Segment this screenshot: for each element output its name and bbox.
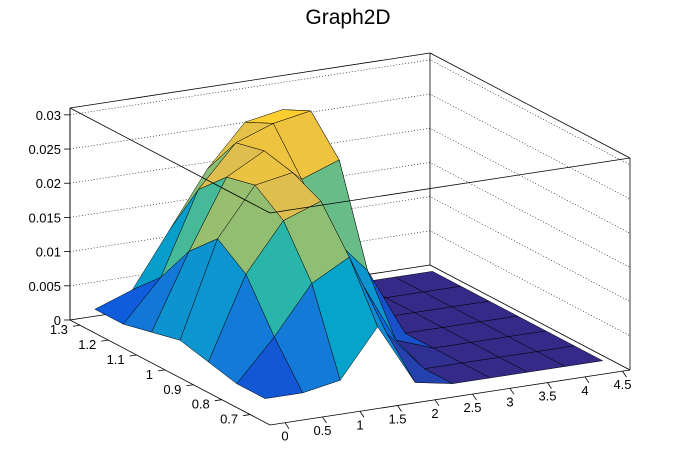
chart-title: Graph2D [305,6,390,29]
x-axis [269,369,631,426]
box-edge [269,157,631,214]
x-tick [284,422,290,429]
x-tick-label: 0 [281,429,288,444]
x-tick [622,370,627,378]
y-tick-label: 0.8 [192,397,210,412]
z-tick-label: 0.02 [36,176,61,191]
x-tick [434,399,440,407]
y-tick-label: 1.2 [78,337,96,352]
y-axis [69,319,271,426]
x-tick-label: 4.5 [613,377,631,392]
x-tick-label: 1 [356,417,363,432]
y-tick [243,414,251,416]
z-tick-label: 0.005 [28,279,61,294]
x-tick [547,382,552,389]
surface-cell [236,336,304,399]
x-tick [584,376,590,384]
z-tick-label: 0 [54,313,61,328]
y-tick-label: 1.3 [50,322,68,337]
x-tick [509,388,515,395]
x-tick-label: 1.5 [388,412,406,427]
box-edge [69,107,271,214]
grid-line [69,93,631,200]
box-edge [429,52,631,159]
z-tick-label: 0.01 [36,245,61,260]
y-tick [186,384,194,387]
grid-line [69,59,631,166]
y-tick [157,369,166,372]
x-tick [472,393,477,401]
y-tick-label: 1.1 [107,352,125,367]
y-tick [214,399,222,402]
x-tick-label: 0.5 [313,423,331,438]
x-tick-label: 3.5 [538,389,556,404]
y-tick [101,339,109,342]
z-tick-label: 0.03 [36,108,61,123]
x-tick [397,405,402,412]
y-tick [129,354,137,357]
y-tick-label: 0.7 [220,412,238,427]
x-tick-label: 3 [506,394,513,409]
x-tick-label: 2.5 [463,400,481,415]
x-tick-label: 2 [431,406,438,421]
y-tick [72,324,80,327]
box-edge [69,52,431,109]
z-tick-label: 0.025 [28,142,61,157]
x-tick-label: 4 [581,383,588,398]
x-tick [359,411,365,418]
x-tick [322,416,327,424]
z-tick-label: 0.015 [28,210,61,225]
y-tick-label: 0.9 [163,382,181,397]
y-tick-label: 1 [146,367,153,382]
